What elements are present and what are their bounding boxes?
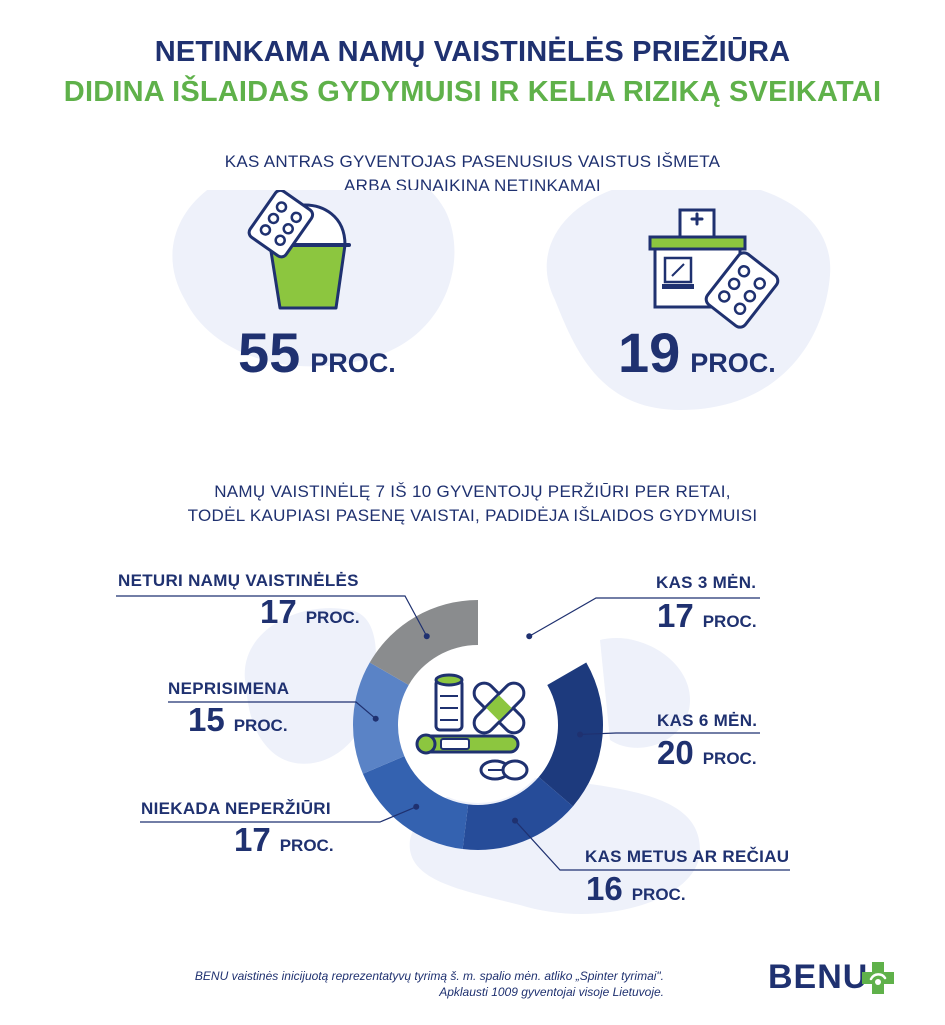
title-line-2: DIDINA IŠLAIDAS GYDYMUISI IR KELIA RIZIK…: [63, 76, 882, 108]
leader-line-3: [140, 806, 417, 823]
leader-line-0: [528, 597, 760, 637]
value-neprisimena-number: 15: [188, 701, 225, 738]
chart-blob-left: [244, 608, 376, 764]
value-kasmetus-unit: PROC.: [631, 885, 686, 904]
value-kas6-unit: PROC.: [702, 749, 757, 768]
label-kas6: KAS 6 MĖN.: [657, 711, 758, 730]
label-neturi: NETURI NAMŲ VAISTINĖLĖS: [118, 571, 359, 590]
title-line-1: NETINKAMA NAMŲ VAISTINĖLĖS PRIEŽIŪRA: [154, 36, 791, 68]
leader-dot-4: [372, 715, 379, 722]
donut-slice-5: [369, 600, 478, 685]
stat-left-value: 55: [238, 321, 301, 384]
stat-right-value: 19: [618, 321, 681, 384]
leader-line-4: [168, 701, 377, 720]
section1-subtitle: KAS ANTRAS GYVENTOJAS PASENUSIUS VAISTUS…: [0, 150, 945, 198]
leader-dot-1: [577, 731, 584, 738]
value-neturi-unit: PROC.: [305, 608, 360, 627]
benu-logo: BENU: [768, 958, 908, 1002]
chart-blob-right: [600, 638, 690, 748]
label-neprisimena: NEPRISIMENA: [168, 679, 290, 698]
donut-slice-0: [477, 599, 587, 686]
donut-slice-4: [353, 662, 409, 774]
benu-cross-icon: [862, 962, 894, 994]
footnote: BENU vaistinės inicijuotą reprezentatyvų…: [104, 968, 664, 1000]
center-illustration: [400, 647, 556, 803]
bandage-roll-icon: [434, 673, 464, 732]
stat-right-unit: PROC.: [690, 348, 776, 378]
value-neturi-number: 17: [260, 593, 297, 630]
thermometer-icon: [415, 733, 520, 755]
value-neturi: 17 PROC.: [260, 593, 360, 631]
plaster-icon: [472, 681, 526, 735]
value-kas6-number: 20: [657, 734, 694, 771]
value-niekada-unit: PROC.: [279, 836, 334, 855]
stat-right: 19 PROC.: [618, 320, 776, 385]
section2-subtitle: NAMŲ VAISTINĖLĘ 7 IŠ 10 GYVENTOJŲ PERŽIŪ…: [0, 480, 945, 528]
footnote-line-1: BENU vaistinės inicijuotą reprezentatyvų…: [194, 969, 664, 983]
donut-slices: [353, 599, 603, 850]
leader-dot-5: [423, 633, 430, 640]
donut-chart: [116, 595, 790, 914]
footnote-line-2: Apklausti 1009 gyventojai visoje Lietuvo…: [439, 985, 664, 999]
stat-left: 55 PROC.: [238, 320, 396, 385]
leader-line-1: [580, 732, 760, 736]
label-niekada: NIEKADA NEPERŽIŪRI: [141, 799, 331, 818]
pills-icon: [479, 759, 529, 781]
leader-line-2: [514, 820, 790, 871]
value-kas6: 20 PROC.: [657, 734, 757, 772]
value-kasmetus: 16 PROC.: [586, 870, 686, 908]
value-kas3: 17 PROC.: [657, 597, 757, 635]
benu-logo-text: BENU: [768, 958, 869, 996]
value-neprisimena: 15 PROC.: [188, 701, 288, 739]
label-kasmetus: KAS METUS AR REČIAU: [585, 847, 790, 866]
section2-subtitle-line-1: NAMŲ VAISTINĖLĘ 7 IŠ 10 GYVENTOJŲ PERŽIŪ…: [214, 482, 731, 501]
donut-slice-1: [538, 662, 603, 807]
leader-dot-0: [526, 633, 533, 640]
value-kasmetus-number: 16: [586, 870, 623, 907]
value-kas3-number: 17: [657, 597, 694, 634]
value-kas3-unit: PROC.: [702, 612, 757, 631]
trash-bin-icon: [247, 190, 351, 310]
leader-dot-3: [413, 803, 420, 810]
label-kas3: KAS 3 MĖN.: [656, 573, 757, 592]
leader-line-5: [116, 595, 428, 637]
donut-slice-2: [462, 777, 573, 850]
donut-leaders: [116, 595, 790, 871]
value-niekada-number: 17: [234, 821, 271, 858]
section1-subtitle-line-1: KAS ANTRAS GYVENTOJAS PASENUSIUS VAISTUS…: [224, 152, 721, 171]
stat-left-unit: PROC.: [310, 348, 396, 378]
leader-dot-2: [512, 817, 519, 824]
pharmacy-icon: [648, 208, 780, 329]
section2-subtitle-line-2: TODĖL KAUPIASI PASENĘ VAISTAI, PADIDĖJA …: [187, 506, 758, 525]
value-niekada: 17 PROC.: [234, 821, 334, 859]
donut-slice-3: [362, 756, 469, 850]
section1-graphics: [172, 190, 831, 410]
value-neprisimena-unit: PROC.: [233, 716, 288, 735]
